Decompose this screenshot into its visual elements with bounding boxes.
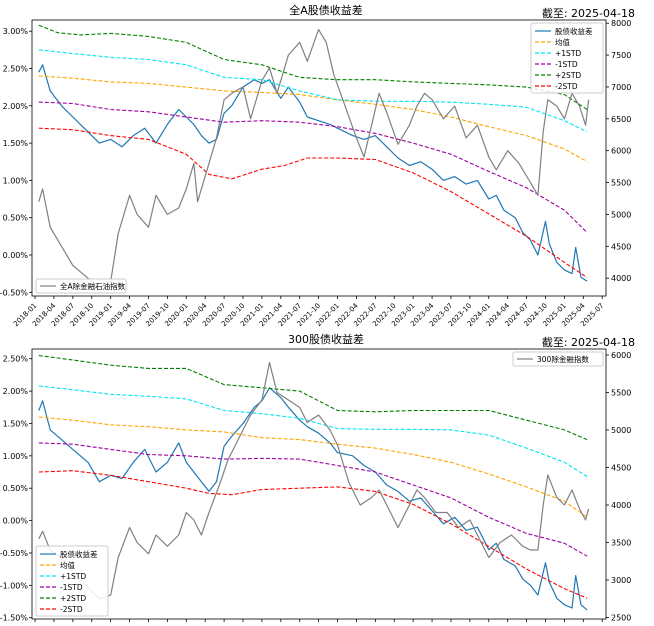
chart2-ytick-right-label: 3000 <box>611 576 631 585</box>
chart2-legend-label: +2STD <box>60 594 86 603</box>
chart2-series--1STD <box>38 442 588 557</box>
chart1-legend-index-label: 全A除金融石油指数 <box>60 281 126 291</box>
chart1-legend-label: -2STD <box>555 82 578 91</box>
chart2-legend-index: 300除金融指数 <box>512 351 604 367</box>
chart1-series-xx <box>38 75 588 163</box>
chart2-series-xx <box>38 416 588 518</box>
chart2-frame <box>31 348 607 620</box>
chart2-series--2STD <box>38 470 588 599</box>
chart1-ytick-right-label: 4000 <box>611 274 631 283</box>
chart1-ytick-right-label: 5500 <box>611 179 631 188</box>
chart2-ytick-right-label: 3500 <box>611 539 631 548</box>
chart2-ytick-left-label: 2.50% <box>3 355 29 364</box>
chart1-series--1STD <box>38 101 588 233</box>
chart2-legend-index-box <box>512 351 604 367</box>
chart1-ytick-left-label: 1.00% <box>3 176 29 185</box>
chart1-ytick-right-label: 5000 <box>611 210 631 219</box>
chart1-ytick-left-label: 0.50% <box>3 214 29 223</box>
chart2-ytick-right-label: 2500 <box>611 614 631 623</box>
chart2-ytick-left-label: -1.00% <box>0 581 28 590</box>
chart2-date-stamp: 截至: 2025-04-18 <box>542 335 635 349</box>
chart2-ytick-right-label: 4500 <box>611 464 631 473</box>
chart2-legend-label: 均值 <box>60 560 75 570</box>
chart2-plot: 2.50% 2.00% 1.50% 1.00% 0.50% 0.00% -0.50% -1.0… <box>0 348 631 623</box>
chart1-ytick-right-label: 7500 <box>611 51 631 60</box>
chart1-series--2STD <box>38 127 588 278</box>
chart2-ytick-left-label: 0.00% <box>3 517 29 526</box>
chart2-legend-index-label: 300除金融指数 <box>537 354 589 364</box>
chart2-ytick-left-label: -0.50% <box>0 549 28 558</box>
chart1-legend-label: +1STD <box>555 49 581 58</box>
chart2-ytick-left-label: 1.00% <box>3 452 29 461</box>
chart1-ytick-left-label: 0.00% <box>3 251 29 260</box>
chart1-title: 全A股债收益差 <box>289 3 363 17</box>
chart2-ytick-right-label: 6000 <box>611 351 631 360</box>
chart1-ytick-right-label: 4500 <box>611 242 631 251</box>
chart2-series-300xxxxx <box>38 361 590 600</box>
chart2-ytick-right-label: 5500 <box>611 389 631 398</box>
chart2-series-xxxxx <box>38 387 588 611</box>
chart2-legend-label: 股债收益差 <box>60 549 98 559</box>
chart1-plot: 3.00% 2.50% 2.00% 1.50% 1.00% 0.50% 0.00% -0.50… <box>0 19 631 328</box>
chart1-series-group <box>38 24 590 289</box>
chart1-legend-label: 股债收益差 <box>555 26 593 36</box>
chart1-series-xxxxx <box>38 64 588 282</box>
chart1-ytick-right-label: 8000 <box>611 19 631 28</box>
chart2-ytick-left-label: 1.50% <box>3 419 29 428</box>
chart2-ytick-right-label: 4000 <box>611 501 631 510</box>
chart2-ytick-left-label: 2.00% <box>3 387 29 396</box>
chart1-ytick-left-label: 2.50% <box>3 64 29 73</box>
chart2-title: 300股债收益差 <box>288 332 364 346</box>
chart2-ytick-right-label: 5000 <box>611 426 631 435</box>
chart1-series-xAxxxxxxx <box>38 29 590 289</box>
chart2-series-+1STD <box>38 385 588 478</box>
chart1-legend-index-box <box>35 278 127 294</box>
chart1-legend-label: 均值 <box>555 37 570 47</box>
chart1-legend-label: +2STD <box>555 71 581 80</box>
chart2-legend-label: +1STD <box>60 572 86 581</box>
chart2-series-+2STD <box>38 354 588 441</box>
chart1-ytick-left-label: 2.00% <box>3 102 29 111</box>
chart2-legend-label: -1STD <box>60 583 83 592</box>
chart1-ytick-right-label: 7000 <box>611 83 631 92</box>
chart1-legend-index: 全A除金融石油指数 <box>35 278 127 294</box>
chart2-ytick-left-label: 0.50% <box>3 484 29 493</box>
chart1-ytick-right-label: 6000 <box>611 147 631 156</box>
chart1-date-stamp: 截至: 2025-04-18 <box>542 6 635 20</box>
chart1-series-+2STD <box>38 24 588 110</box>
chart1-legend-label: -1STD <box>555 60 578 69</box>
chart2-series-group <box>38 354 590 611</box>
chart1-series-+1STD <box>38 49 588 133</box>
chart1-ytick-right-label: 6500 <box>611 115 631 124</box>
chart1-ytick-left-label: -0.50% <box>0 288 28 297</box>
chart2-legend-label: -2STD <box>60 605 83 614</box>
chart2-ytick-left-label: -1.50% <box>0 614 28 623</box>
chart1-ytick-left-label: 3.00% <box>3 27 29 36</box>
chart1-ytick-left-label: 1.50% <box>3 139 29 148</box>
